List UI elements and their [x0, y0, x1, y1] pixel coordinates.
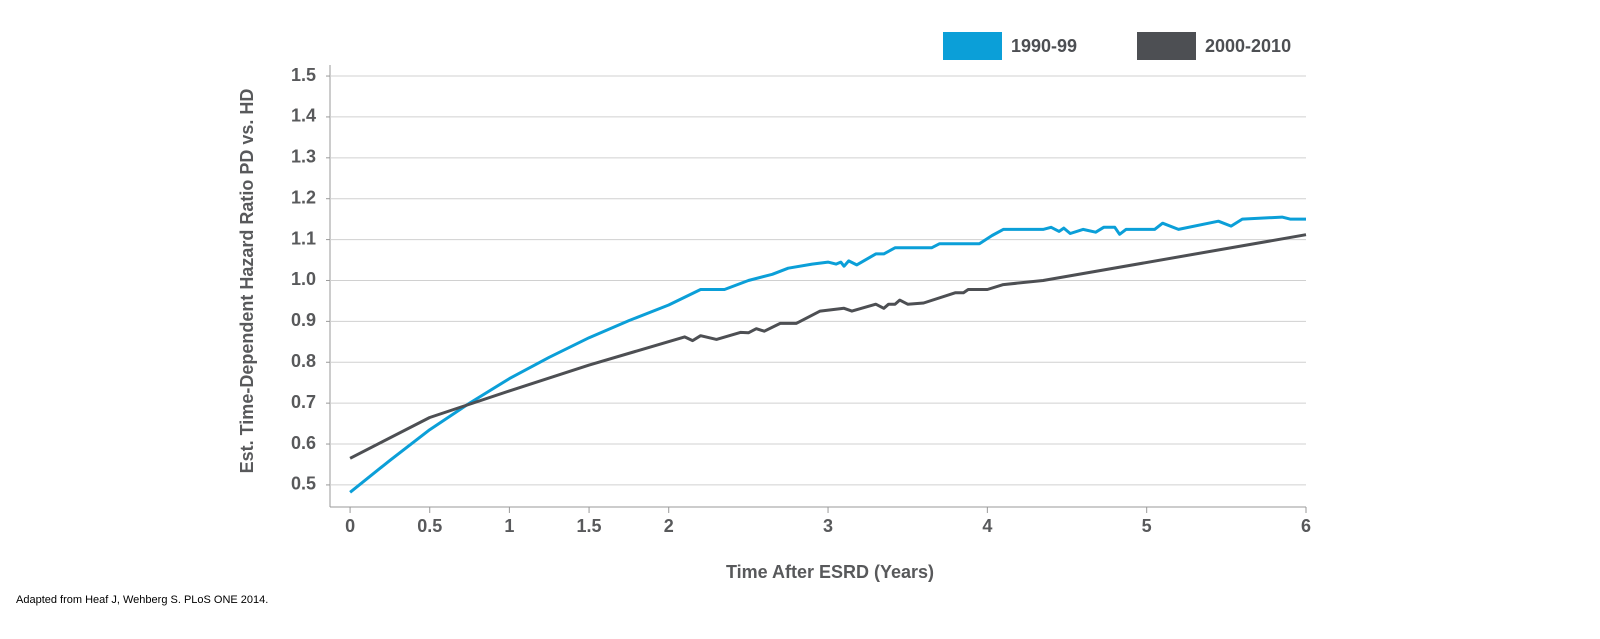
x-tick-label: 5 [1142, 516, 1152, 536]
x-tick-label: 0.5 [417, 516, 442, 536]
x-tick-label: 1 [504, 516, 514, 536]
y-tick-label: 1.5 [291, 65, 316, 85]
y-tick-label: 1.4 [291, 106, 316, 126]
x-tick-label: 4 [982, 516, 992, 536]
y-tick-label: 0.9 [291, 310, 316, 330]
x-tick-label: 6 [1301, 516, 1311, 536]
legend-swatch [1137, 32, 1196, 60]
y-tick-label: 0.5 [291, 474, 316, 494]
y-tick-label: 0.8 [291, 351, 316, 371]
y-tick-label: 1.3 [291, 147, 316, 167]
y-axis-title: Est. Time-Dependent Hazard Ratio PD vs. … [237, 89, 257, 474]
x-tick-label: 2 [664, 516, 674, 536]
line-series [349, 215, 1306, 494]
line-series [349, 233, 1307, 460]
y-tick-label: 0.6 [291, 433, 316, 453]
x-axis-title: Time After ESRD (Years) [726, 562, 934, 582]
y-tick-label: 1.0 [291, 269, 316, 289]
y-tick-label: 1.2 [291, 187, 316, 207]
x-tick-label: 1.5 [577, 516, 602, 536]
legend-swatch [943, 32, 1002, 60]
x-tick-label: 3 [823, 516, 833, 536]
source-note: Adapted from Heaf J, Wehberg S. PLoS ONE… [16, 594, 268, 606]
legend-label: 1990-99 [1011, 36, 1077, 56]
x-tick-label: 0 [345, 516, 355, 536]
legend-label: 2000-2010 [1205, 36, 1291, 56]
y-tick-label: 0.7 [291, 392, 316, 412]
y-tick-label: 1.1 [291, 228, 316, 248]
